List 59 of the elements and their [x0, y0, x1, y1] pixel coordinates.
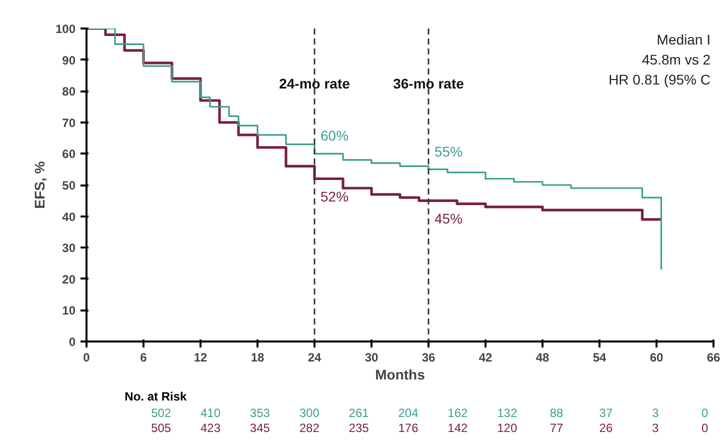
text: 132: [497, 406, 518, 420]
text: 235: [348, 421, 370, 435]
text: 3: [652, 421, 660, 435]
text: 142: [448, 421, 468, 435]
text: 120: [497, 421, 518, 435]
x-tick-label: 30: [364, 350, 378, 364]
y-tick-label: 90: [62, 53, 76, 68]
ref-line-label: 36-mo rate: [393, 75, 464, 92]
text: 162: [448, 406, 468, 420]
text: 505: [151, 421, 172, 435]
text: 423: [200, 421, 221, 435]
y-tick-label: 50: [62, 178, 76, 192]
text: 77: [550, 421, 564, 435]
annotation: 60%: [320, 128, 349, 144]
text: 88: [550, 406, 564, 420]
text: 204: [398, 406, 419, 420]
x-axis-title: Months: [375, 366, 426, 382]
x-tick-label: 6: [140, 350, 148, 364]
annotation: 52%: [320, 188, 349, 205]
text: 0: [701, 406, 708, 420]
x-tick-label: 36: [422, 350, 436, 364]
text: 345: [250, 421, 270, 435]
text: 3: [652, 406, 660, 420]
y-tick-label: 80: [62, 84, 76, 99]
ref-line-label: 24-mo rate: [279, 75, 350, 92]
y-tick-label: 60: [62, 147, 76, 162]
text: 410: [200, 406, 221, 420]
x-tick-label: 12: [194, 350, 208, 364]
y-tick-label: 0: [68, 335, 76, 349]
y-tick-label: 100: [55, 22, 76, 36]
y-tick-label: 40: [62, 210, 76, 224]
text: 0: [701, 421, 708, 435]
text: 300: [299, 406, 320, 420]
annotation: 55%: [434, 143, 463, 160]
text: No. at Risk: [124, 390, 187, 404]
text: 176: [398, 421, 419, 435]
x-tick-label: 54: [592, 350, 606, 364]
text: 261: [348, 406, 370, 420]
annotation: HR 0.81 (95% C: [608, 72, 711, 88]
y-tick-label: 20: [62, 272, 76, 286]
x-tick-label: 60: [650, 350, 664, 364]
annotation: 45%: [434, 210, 463, 227]
x-tick-label: 42: [478, 350, 492, 364]
text: 502: [151, 406, 172, 420]
x-tick-label: 0: [83, 350, 90, 364]
y-tick-label: 30: [62, 241, 76, 256]
x-tick-label: 66: [706, 350, 720, 364]
text: 26: [599, 421, 613, 435]
y-tick-label: 70: [62, 116, 76, 130]
annotation: 45.8m vs 2: [642, 52, 711, 68]
y-tick-label: 10: [62, 304, 76, 318]
text: 353: [250, 406, 270, 420]
text: 37: [599, 406, 613, 420]
x-tick-label: 18: [250, 350, 264, 364]
text: 282: [299, 421, 320, 435]
x-tick-label: 24: [308, 350, 322, 364]
x-tick-label: 48: [536, 350, 550, 364]
y-axis-title: EFS, %: [31, 160, 48, 209]
annotation: Median I: [656, 32, 711, 48]
